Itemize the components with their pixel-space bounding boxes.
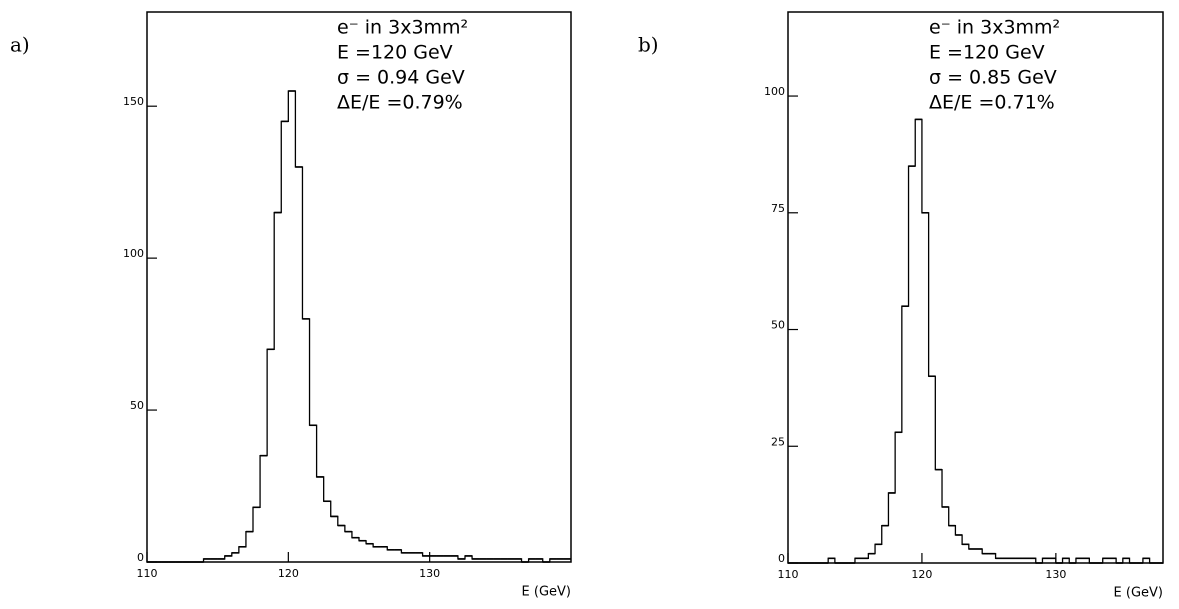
histogram-outline: [147, 90, 571, 563]
y-tick-label: 0: [778, 552, 785, 565]
x-tick-label: 130: [419, 567, 440, 580]
annotation: E =120 GeV: [337, 42, 453, 64]
x-axis-label: E (GeV): [522, 585, 571, 600]
x-tick-label: 120: [278, 567, 299, 580]
y-tick-label: 150: [123, 95, 144, 108]
panel-label: b): [638, 33, 659, 57]
annotation: e⁻ in 3x3mm²: [929, 17, 1060, 39]
y-tick-label: 25: [771, 435, 785, 448]
histogram-outline: [788, 118, 1163, 564]
y-tick-label: 100: [123, 247, 144, 260]
annotation: ΔE/E =0.71%: [929, 92, 1055, 114]
x-tick-label: 130: [1045, 568, 1066, 581]
x-tick-label: 110: [778, 568, 799, 581]
plot-frame: [787, 11, 1164, 564]
y-tick-label: 0: [137, 551, 144, 564]
y-tick-label: 50: [130, 399, 144, 412]
y-tick-label: 100: [764, 85, 785, 98]
plot-frame: [146, 11, 572, 563]
x-tick-label: 110: [137, 567, 158, 580]
annotation: σ = 0.94 GeV: [337, 67, 465, 89]
annotation: e⁻ in 3x3mm²: [337, 17, 468, 39]
x-tick-label: 120: [911, 568, 932, 581]
x-axis-label: E (GeV): [1114, 586, 1163, 601]
annotation: ΔE/E =0.79%: [337, 92, 463, 114]
panel-label: a): [10, 33, 30, 57]
y-tick-label: 50: [771, 319, 785, 332]
annotation: E =120 GeV: [929, 42, 1045, 64]
y-tick-label: 75: [771, 202, 785, 215]
annotation: σ = 0.85 GeV: [929, 67, 1057, 89]
